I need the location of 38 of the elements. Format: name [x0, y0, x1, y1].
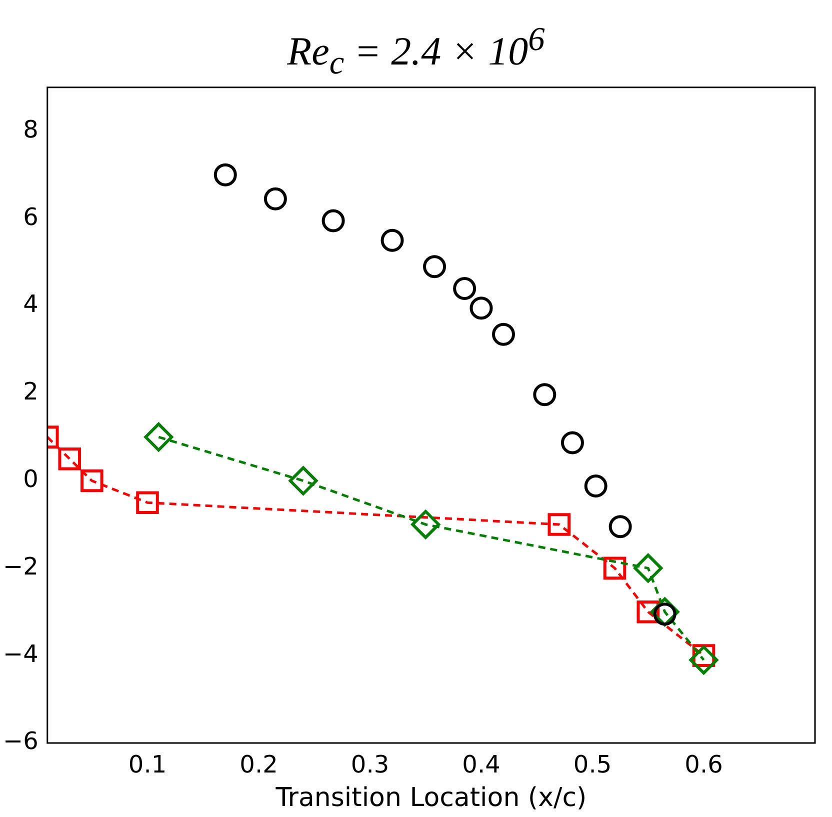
point	[560, 431, 584, 454]
point	[608, 515, 632, 538]
x-tick-label: 0.1	[128, 750, 167, 779]
point	[492, 322, 515, 346]
point	[144, 422, 174, 452]
y-tick-label: −4	[2, 640, 38, 668]
x-tick-label: 0.4	[462, 750, 500, 779]
y-tick-label: 8	[23, 115, 38, 144]
x-tick-label: 0.2	[240, 750, 278, 779]
y-tick-label: −2	[2, 552, 38, 580]
x-tick-label: 0.3	[350, 750, 390, 779]
x-axis-title: Transition Location (x/c)	[274, 783, 587, 814]
point	[603, 556, 626, 580]
point	[322, 209, 345, 232]
y-tick-label: −6	[2, 727, 38, 756]
point	[411, 510, 440, 539]
point	[80, 469, 104, 492]
point	[453, 276, 476, 300]
point	[470, 296, 493, 320]
point	[548, 513, 571, 536]
point	[380, 228, 404, 252]
x-tick-label: 0.5	[573, 750, 612, 779]
point	[288, 466, 318, 496]
point	[689, 645, 718, 674]
y-tick-label: 2	[23, 378, 38, 406]
y-tick-label: 6	[23, 202, 38, 231]
y-tick-label: 4	[23, 290, 38, 318]
chart-title: Re$_{c}$ = 2.4 × 10$^{6}$	[286, 20, 546, 82]
point	[58, 448, 82, 470]
x-tick-label: 0.6	[684, 750, 723, 779]
point	[136, 491, 159, 514]
point	[423, 255, 446, 278]
point	[634, 554, 663, 583]
point	[584, 474, 608, 498]
point	[533, 383, 556, 406]
y-tick-label: 0	[23, 464, 38, 493]
point	[214, 163, 237, 186]
point	[264, 187, 287, 210]
